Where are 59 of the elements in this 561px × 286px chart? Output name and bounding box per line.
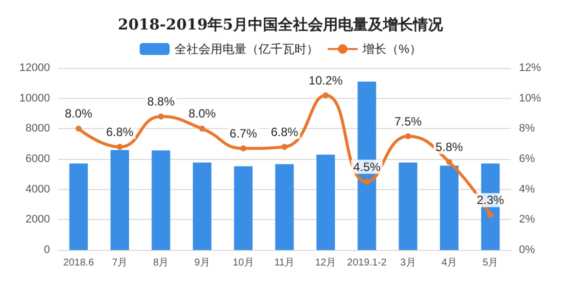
y-tick-label: 10000 [19, 92, 50, 104]
data-label: 6.8% [270, 124, 298, 139]
bar [152, 150, 170, 250]
bar [192, 162, 212, 250]
y2-tick-label: 8% [519, 122, 536, 135]
data-label: 2.3% [476, 193, 504, 208]
data-label: 6.8% [106, 124, 134, 139]
y2-tick-label: 2% [519, 214, 536, 226]
bar [69, 164, 88, 250]
point [240, 145, 246, 152]
y-tick-label: 4000 [26, 183, 50, 196]
legend-label: 全社会用电量（亿千瓦时） [174, 42, 319, 56]
x-tick-label: 3月 [400, 258, 416, 268]
data-label: 5.8% [436, 140, 464, 154]
bar [440, 166, 458, 250]
point [116, 144, 123, 150]
data-label: 10.2% [308, 73, 344, 88]
y-tick-label: 6000 [26, 153, 50, 165]
data-label: 8.0% [64, 106, 93, 121]
point [199, 126, 206, 132]
x-tick-label: 2018.6 [63, 258, 94, 268]
y2-tick-label: 6% [519, 153, 536, 165]
point [364, 178, 370, 185]
bar [110, 150, 130, 250]
x-tick-label: 7月 [112, 258, 128, 268]
x-tick-label: 9月 [194, 258, 210, 268]
y-tick-label: 2000 [26, 214, 50, 226]
data-label: 7.5% [394, 114, 422, 128]
x-tick-label: 12月 [315, 258, 336, 268]
x-tick-label: 8月 [153, 258, 169, 268]
bar [316, 154, 335, 250]
point [76, 126, 82, 132]
point [282, 144, 288, 150]
x-tick-label: 2019.1-2 [347, 258, 388, 268]
y-tick-label: 0 [44, 244, 50, 256]
data-label: 6.7% [230, 126, 258, 140]
data-label: 8.8% [147, 94, 175, 109]
x-tick-label: 4月 [441, 258, 458, 268]
data-label: 4.5% [353, 160, 381, 174]
chart-title: 2018-2019年5月中国全社会用电量及增长情况 [118, 16, 444, 34]
y2-tick-label: 4% [519, 183, 536, 196]
bar [234, 166, 253, 250]
bar [275, 164, 294, 250]
x-tick-label: 11月 [274, 258, 295, 268]
point [487, 212, 494, 218]
y-tick-label: 8000 [26, 122, 50, 135]
x-tick-label: 10月 [232, 258, 254, 268]
data-label: 8.0% [188, 106, 216, 121]
point [446, 159, 452, 166]
y2-tick-label: 12% [519, 62, 542, 74]
point [322, 92, 329, 98]
y2-tick-label: 0% [519, 244, 536, 256]
bar [398, 162, 418, 250]
y-tick-label: 12000 [19, 62, 50, 74]
x-tick-label: 5月 [482, 258, 498, 268]
legend-label: 增长（%） [362, 42, 422, 56]
y2-tick-label: 10% [519, 92, 542, 104]
point [158, 114, 164, 120]
point [405, 133, 412, 140]
